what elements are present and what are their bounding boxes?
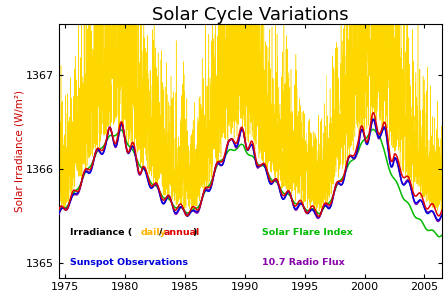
Text: annual: annual [164, 228, 200, 237]
Text: daily: daily [140, 228, 166, 237]
Text: 10.7 Radio Flux: 10.7 Radio Flux [262, 258, 345, 267]
Text: Irradiance (: Irradiance ( [70, 228, 133, 237]
Text: /: / [159, 228, 163, 237]
Title: Solar Cycle Variations: Solar Cycle Variations [152, 6, 349, 24]
Text: Sunspot Observations: Sunspot Observations [70, 258, 189, 267]
Text: ): ) [192, 228, 197, 237]
Text: Solar Flare Index: Solar Flare Index [262, 228, 353, 237]
Y-axis label: Solar Irradiance (W/m²): Solar Irradiance (W/m²) [14, 90, 25, 212]
